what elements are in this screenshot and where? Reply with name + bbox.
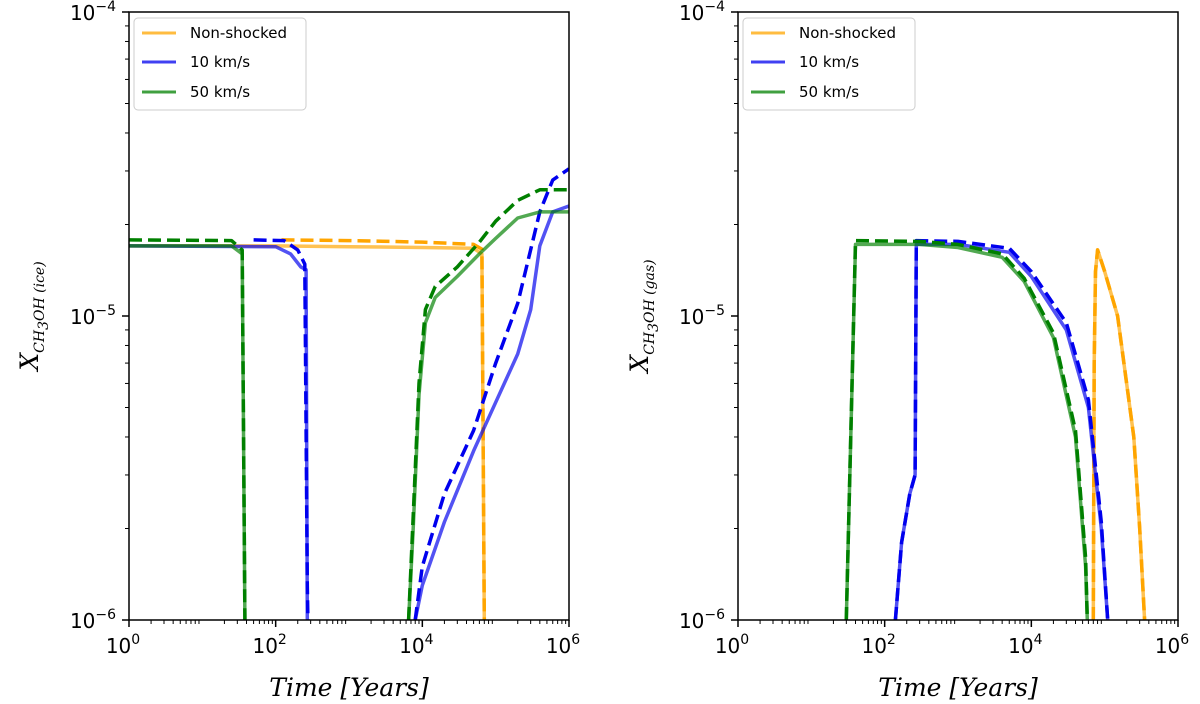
ylabel-sub: CH [32, 329, 48, 353]
series-line-gas-3-dashed [893, 238, 1110, 620]
y-axis-label-gas: XCH3OH (gas) [625, 259, 662, 374]
x-tick-label-gas-1: 102 [861, 632, 895, 658]
ticks-gas: 100 102 104 106 10−6 10−5 10−4 [679, 0, 1189, 658]
ylabel-base: X [15, 352, 44, 373]
y-tick-label-gas-0: 10−6 [679, 607, 725, 633]
x-tick-label-ice-2: 104 [399, 632, 433, 658]
series-line-gas-5-dashed [844, 238, 1090, 620]
legend-gas: Non-shocked 10 km/s 50 km/s [742, 17, 916, 111]
series-line-ice-4-solid [413, 204, 569, 620]
y-tick-label-gas-1: 10−5 [679, 303, 725, 329]
x-tick-label-ice-1: 102 [252, 632, 286, 658]
svg-text:XCH3OH (gas): XCH3OH (gas) [625, 259, 662, 374]
y-axis-label-ice: XCH3OH (ice) [15, 261, 52, 372]
y-tick-label-ice-1: 10−5 [70, 303, 116, 329]
legend-label-non-shocked: Non-shocked [190, 24, 287, 42]
y-tick-label-ice-2: 10−4 [70, 0, 116, 25]
series-line-ice-5-dashed [413, 167, 569, 620]
series-line-ice-9-dashed [406, 188, 569, 620]
ylabel-sub-digit: 3 [646, 323, 662, 332]
panel-gas: 100 102 104 106 10−6 10−5 10−4 XCH3OH (gas) Ti… [625, 0, 1189, 702]
series-line-ice-3-dashed [253, 238, 310, 620]
x-tick-label-gas-3: 106 [1155, 632, 1189, 658]
ylabel-sub-rest: OH (gas) [642, 259, 658, 323]
legend-ice: Non-shocked 10 km/s 50 km/s [133, 17, 307, 111]
x-tick-label-gas-0: 100 [715, 632, 749, 658]
svg-text:XCH3OH (ice): XCH3OH (ice) [15, 261, 52, 372]
legend-label-10kms: 10 km/s [190, 53, 250, 71]
legend-label-10kms: 10 km/s [799, 53, 859, 71]
y-tick-label-gas-2: 10−4 [679, 0, 725, 25]
series-line-gas-4-solid [844, 242, 1090, 620]
x-tick-label-gas-2: 104 [1008, 632, 1042, 658]
legend-box [742, 17, 916, 111]
plot-area-gas [844, 238, 1147, 620]
x-tick-label-ice-3: 106 [546, 632, 580, 658]
legend-label-non-shocked: Non-shocked [799, 24, 896, 42]
series-line-ice-2-solid [129, 244, 310, 620]
ylabel-sub: CH [642, 331, 658, 355]
series-line-gas-0-solid [1091, 248, 1147, 620]
ylabel-sub-rest: OH (ice) [32, 261, 48, 321]
series-line-ice-7-dashed [129, 238, 247, 620]
series-line-gas-1-dashed [1091, 248, 1147, 620]
legend-box [133, 17, 307, 111]
x-axis-label-ice: Time [Years] [269, 673, 429, 702]
ylabel-sub-digit: 3 [36, 321, 52, 330]
legend-label-50kms: 50 km/s [799, 83, 859, 101]
y-tick-label-ice-0: 10−6 [70, 607, 116, 633]
x-tick-label-ice-0: 100 [106, 632, 140, 658]
x-axis-label-gas: Time [Years] [878, 673, 1038, 702]
series-line-ice-6-solid [129, 244, 247, 620]
panel-ice: 100 102 104 106 10−6 10−5 10−4 XCH3OH (ice) Ti… [15, 0, 580, 702]
legend-label-50kms: 50 km/s [190, 83, 250, 101]
series-line-ice-1-dashed [281, 238, 487, 620]
ticks-ice: 100 102 104 106 10−6 10−5 10−4 [70, 0, 580, 658]
ylabel-base: X [625, 354, 654, 375]
plot-area-ice [129, 167, 569, 620]
